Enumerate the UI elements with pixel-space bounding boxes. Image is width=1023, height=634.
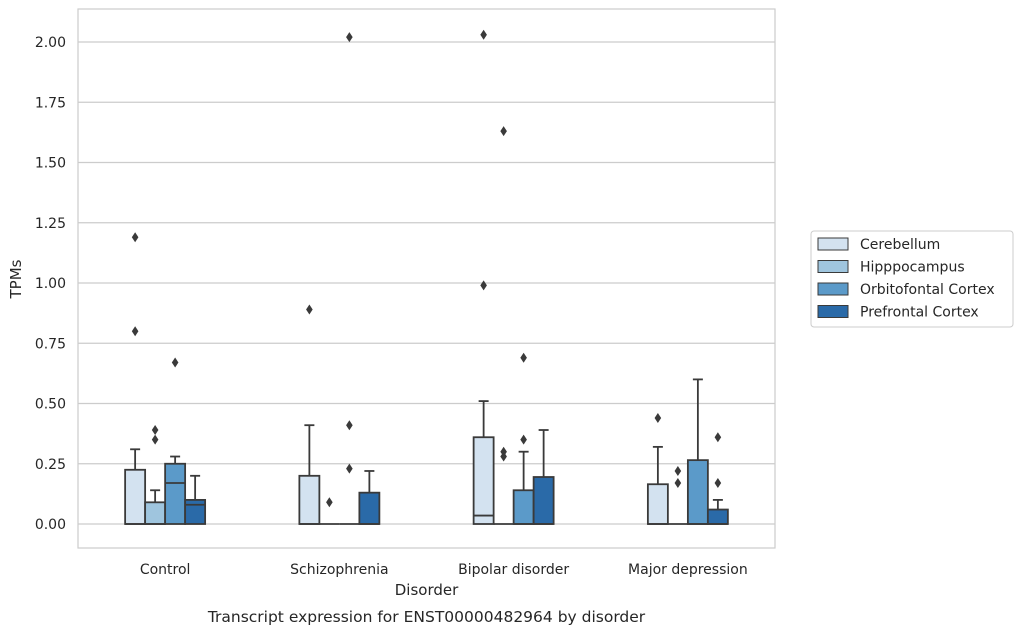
y-tick-label: 0.75 <box>35 336 66 352</box>
box <box>472 29 495 525</box>
x-tick-label: Control <box>140 562 191 578</box>
chart-caption: Transcript expression for ENST0000048296… <box>207 608 646 626</box>
y-tick-label: 2.00 <box>35 35 66 51</box>
x-tick-label: Bipolar disorder <box>458 562 569 578</box>
legend-label: Orbitofontal Cortex <box>860 282 995 298</box>
y-tick-label: 1.75 <box>35 95 66 111</box>
box <box>319 497 340 525</box>
box <box>706 432 729 525</box>
outlier-point <box>674 478 682 489</box>
box-body <box>532 476 555 525</box>
legend-swatch <box>817 260 849 273</box>
series-cerebellum <box>124 29 669 525</box>
x-axis-title: Disorder <box>395 581 459 599</box>
y-tick-label: 1.25 <box>35 216 66 232</box>
box-body <box>298 474 321 525</box>
legend-swatch <box>817 237 849 251</box>
legend-frame <box>810 230 1014 328</box>
box-series <box>124 29 729 525</box>
box <box>493 126 514 525</box>
box <box>124 232 147 525</box>
box-body <box>512 489 535 525</box>
legend-label: Hipppocampus <box>860 260 965 276</box>
series-hipppocampus <box>144 126 688 525</box>
legend-swatch <box>817 305 849 318</box>
box <box>339 32 360 525</box>
box <box>298 304 321 525</box>
y-tick-label: 1.50 <box>35 156 66 172</box>
outlier-point <box>131 326 139 337</box>
outlier-point <box>714 478 722 489</box>
box-body <box>472 436 495 525</box>
outlier-point <box>346 463 353 474</box>
outlier-point <box>346 32 353 43</box>
box-body <box>124 468 147 525</box>
x-tick-label: Schizophrenia <box>290 562 388 578</box>
box <box>184 474 207 525</box>
y-tick-labels: 0.00 0.25 0.50 0.75 1.00 1.25 1.50 1.75 2.00 <box>35 35 66 533</box>
series-prefrontal-cortex <box>184 429 729 525</box>
outlier-point <box>151 434 159 445</box>
box <box>144 425 167 525</box>
outlier-point <box>151 425 159 436</box>
outlier-point <box>131 232 139 243</box>
legend-label: Cerebellum <box>860 237 940 253</box>
legend: Cerebellum Hipppocampus Orbitofontal Corte… <box>810 230 1014 328</box>
box-body <box>164 462 187 525</box>
outlier-point <box>500 126 507 137</box>
y-tick-label: 0.00 <box>35 517 66 533</box>
box-body <box>686 459 709 525</box>
y-axis-title: TPMs <box>7 259 25 299</box>
box-body <box>358 491 381 525</box>
outlier-point <box>500 451 507 462</box>
outlier-point <box>654 412 662 423</box>
outlier-point <box>480 29 487 40</box>
plot-area <box>77 8 776 549</box>
x-tick-label: Major depression <box>628 562 748 578</box>
box-body <box>646 483 669 525</box>
x-tick-labels: Control Schizophrenia Bipolar disorder Majo… <box>140 562 748 578</box>
box-body <box>184 498 207 525</box>
outlier-point <box>520 434 527 445</box>
y-tick-label: 0.50 <box>35 397 66 413</box>
box <box>686 378 709 525</box>
outlier-point <box>326 497 333 508</box>
y-tick-label: 0.25 <box>35 457 66 473</box>
outlier-point <box>714 432 722 443</box>
outlier-point <box>346 420 353 431</box>
box <box>358 470 381 525</box>
box-body <box>706 508 729 525</box>
y-tick-label: 1.00 <box>35 276 66 292</box>
box <box>532 429 555 525</box>
legend-label: Prefrontal Cortex <box>860 305 979 321</box>
legend-swatch <box>817 282 849 296</box>
outlier-point <box>480 280 487 291</box>
box <box>164 357 187 525</box>
box <box>667 465 688 525</box>
outlier-point <box>171 357 179 368</box>
box <box>646 412 669 525</box>
outlier-point <box>674 465 682 476</box>
box-body <box>144 501 167 525</box>
outlier-point <box>520 352 527 363</box>
outlier-point <box>306 304 313 315</box>
